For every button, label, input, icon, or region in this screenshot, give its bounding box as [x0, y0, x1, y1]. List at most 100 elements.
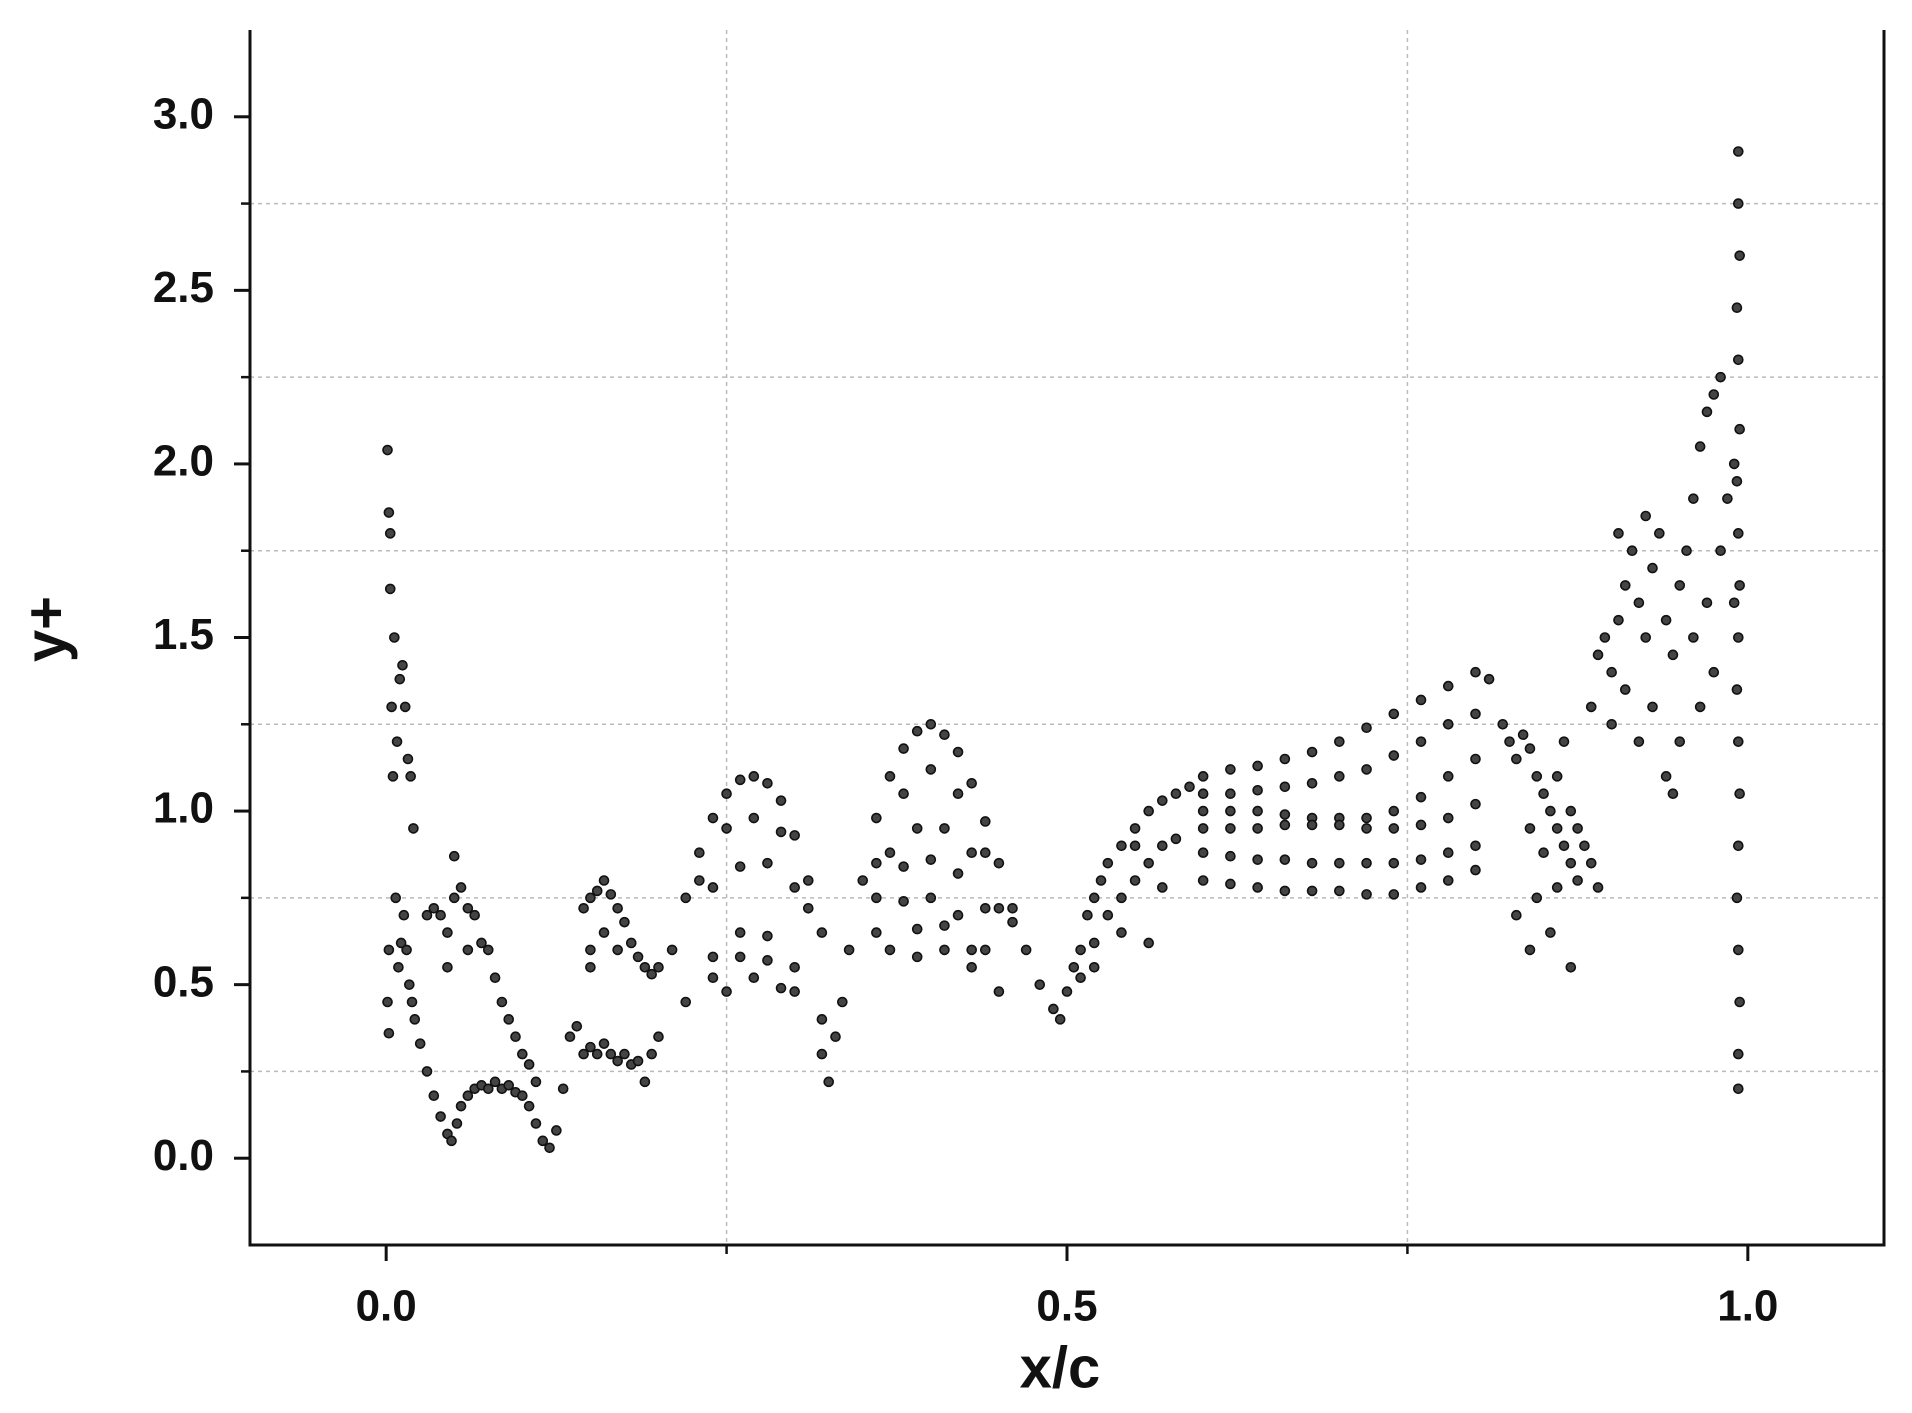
- data-point: [816, 927, 828, 938]
- data-point: [816, 1014, 828, 1025]
- data-point: [1647, 701, 1658, 713]
- data-point: [884, 944, 896, 956]
- data-point: [1088, 961, 1100, 973]
- data-point: [442, 961, 453, 973]
- data-point: [1442, 680, 1454, 692]
- data-point: [1157, 795, 1168, 806]
- data-point: [1279, 885, 1291, 897]
- data-point: [414, 1038, 426, 1049]
- data-point: [404, 979, 415, 990]
- data-point: [775, 826, 787, 838]
- data-point: [1225, 788, 1236, 800]
- data-point: [1470, 666, 1481, 678]
- data-point: [1388, 750, 1400, 761]
- data-point: [1524, 743, 1536, 754]
- data-point: [707, 972, 719, 984]
- data-point: [1306, 819, 1318, 831]
- data-point: [1565, 961, 1577, 973]
- data-point: [1733, 1048, 1744, 1060]
- data-point: [1733, 944, 1744, 956]
- data-point: [966, 961, 977, 973]
- x-axis-label: x/c: [1020, 1335, 1101, 1400]
- data-point: [802, 902, 814, 914]
- data-point: [1708, 666, 1720, 678]
- x-tick-label: 1.0: [1717, 1282, 1778, 1331]
- data-point: [394, 673, 406, 685]
- data-point: [748, 771, 760, 782]
- data-point: [402, 753, 414, 765]
- data-point: [1551, 771, 1563, 782]
- data-point: [979, 847, 991, 859]
- data-point: [707, 882, 719, 893]
- data-point: [1061, 986, 1073, 997]
- data-point: [523, 1100, 535, 1112]
- data-point: [993, 857, 1005, 869]
- data-point: [748, 812, 760, 824]
- y-tick-label: 3.0: [153, 89, 214, 138]
- data-point: [1708, 389, 1720, 400]
- data-point: [421, 1066, 433, 1077]
- data-point: [1733, 198, 1744, 209]
- data-point: [1415, 882, 1427, 893]
- data-point: [1681, 545, 1692, 557]
- data-point: [830, 1031, 841, 1043]
- data-point: [1517, 729, 1529, 741]
- data-point: [1143, 805, 1154, 817]
- data-point: [496, 996, 508, 1008]
- data-point: [680, 996, 692, 1008]
- data-point: [789, 986, 800, 997]
- data-point: [1184, 781, 1195, 793]
- data-point: [1734, 996, 1745, 1008]
- data-point: [564, 1031, 576, 1043]
- data-point: [1334, 736, 1345, 747]
- data-point: [598, 927, 610, 938]
- data-point: [1415, 736, 1427, 747]
- data-point: [1361, 764, 1372, 775]
- data-point: [837, 996, 848, 1008]
- data-point: [1722, 493, 1733, 504]
- data-point: [384, 528, 396, 539]
- y-axis-label: y+: [13, 596, 78, 662]
- data-point: [1734, 580, 1745, 591]
- data-point: [1306, 746, 1318, 758]
- data-point: [1733, 1083, 1744, 1095]
- data-point: [734, 951, 746, 963]
- data-point: [442, 927, 453, 938]
- data-point: [1565, 857, 1577, 869]
- data-point: [653, 961, 664, 973]
- data-point: [1654, 528, 1665, 539]
- data-point: [1225, 764, 1236, 775]
- data-point: [1606, 666, 1617, 678]
- data-point: [1252, 823, 1263, 834]
- data-point: [639, 1076, 651, 1088]
- data-point: [762, 777, 773, 789]
- data-point: [619, 1048, 630, 1060]
- data-point: [1334, 857, 1345, 869]
- data-point: [789, 830, 800, 841]
- data-point: [871, 857, 882, 869]
- data-point: [632, 1055, 644, 1067]
- data-point: [823, 1076, 835, 1088]
- data-point: [762, 930, 773, 942]
- data-point: [1470, 753, 1481, 765]
- data-point: [421, 909, 433, 921]
- data-point: [1538, 847, 1549, 859]
- data-point: [409, 1014, 421, 1025]
- data-point: [1082, 909, 1093, 921]
- data-point: [1252, 784, 1263, 796]
- data-point: [469, 909, 480, 921]
- data-point: [1442, 812, 1454, 824]
- data-point: [1068, 961, 1080, 973]
- data-point: [1157, 840, 1168, 852]
- data-point: [1088, 937, 1100, 949]
- data-point: [1551, 823, 1563, 834]
- y-tick-label: 0.0: [153, 1131, 214, 1180]
- data-point: [1170, 788, 1182, 800]
- data-point: [428, 1090, 440, 1102]
- data-point: [1415, 819, 1427, 831]
- data-point: [1388, 805, 1400, 817]
- data-point: [898, 896, 909, 907]
- data-point: [1388, 857, 1400, 869]
- data-point: [1619, 684, 1631, 695]
